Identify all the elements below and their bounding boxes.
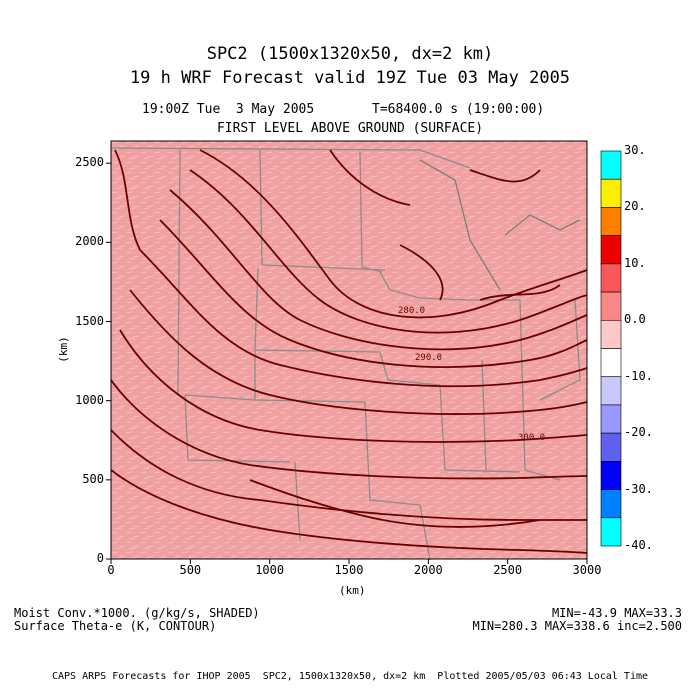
colorbar-swatch <box>600 517 622 547</box>
colorbar-swatch <box>600 263 622 293</box>
plot-title: SPC2 (1500x1320x50, dx=2 km) <box>206 44 494 64</box>
x-tick-label: 1000 <box>255 563 285 577</box>
contour-value-label: 280.0 <box>398 306 425 316</box>
y-axis-label: (km) <box>56 336 70 363</box>
contour-minmax: MIN=280.3 MAX=338.6 inc=2.500 <box>472 619 682 633</box>
y-tick-label: 2000 <box>75 234 104 249</box>
colorbar-label: -30. <box>624 481 653 496</box>
state-boundaries <box>110 147 581 561</box>
x-axis-label: (km) <box>339 584 366 597</box>
x-tick-label: 3000 <box>572 563 602 577</box>
y-tick-label: 0 <box>96 551 104 565</box>
colorbar-swatch <box>600 235 622 265</box>
colorbar-label: 0.0 <box>624 312 646 327</box>
x-tick-label: 0 <box>107 563 115 577</box>
valid-time-label: 19:00Z Tue 3 May 2005 <box>142 102 315 117</box>
colorbar <box>600 150 622 547</box>
x-tick-label: 500 <box>179 563 202 577</box>
level-label: FIRST LEVEL ABOVE GROUND (SURFACE) <box>216 121 484 136</box>
colorbar-swatch <box>600 461 622 490</box>
credit-line: CAPS ARPS Forecasts for IHOP 2005 SPC2, … <box>51 671 649 682</box>
model-time-label: T=68400.0 s (19:00:00) <box>372 102 545 117</box>
colorbar-swatch <box>600 207 622 236</box>
colorbar-swatch <box>600 348 622 378</box>
colorbar-label: -40. <box>624 538 653 552</box>
colorbar-label: 30. <box>624 143 646 157</box>
map-background <box>111 141 587 559</box>
x-tick-label: 2500 <box>493 563 523 577</box>
theta-e-contours <box>110 149 588 554</box>
x-tick-label: 2000 <box>413 563 443 577</box>
x-tick-label: 1500 <box>334 563 364 577</box>
plot-subtitle: 19 h WRF Forecast valid 19Z Tue 03 May 2… <box>129 68 571 88</box>
colorbar-swatch <box>600 178 622 208</box>
colorbar-label: 20. <box>624 199 646 214</box>
colorbar-swatch <box>600 404 622 434</box>
colorbar-swatch <box>600 150 622 180</box>
y-tick-label: 1500 <box>75 313 104 328</box>
colorbar-label: -20. <box>624 425 653 440</box>
colorbar-swatch <box>600 489 622 519</box>
shading-minmax: MIN=-43.9 MAX=33.3 <box>551 606 682 620</box>
colorbar-label: 10. <box>624 255 646 270</box>
colorbar-swatch <box>600 376 622 406</box>
y-tick-label: 500 <box>82 471 104 486</box>
colorbar-label: -10. <box>624 368 653 383</box>
contour-caption: Surface Theta-e (K, CONTOUR) <box>14 619 217 633</box>
contour-value-label: 290.0 <box>415 353 442 363</box>
y-tick-label: 2500 <box>75 155 104 170</box>
colorbar-swatch <box>600 432 622 462</box>
colorbar-swatch <box>600 291 622 321</box>
shading-caption: Moist Conv.*1000. (g/kg/s, SHADED) <box>14 606 260 620</box>
contour-value-label: 300.0 <box>518 433 545 443</box>
colorbar-swatch <box>600 319 622 349</box>
y-tick-label: 1000 <box>75 392 104 407</box>
